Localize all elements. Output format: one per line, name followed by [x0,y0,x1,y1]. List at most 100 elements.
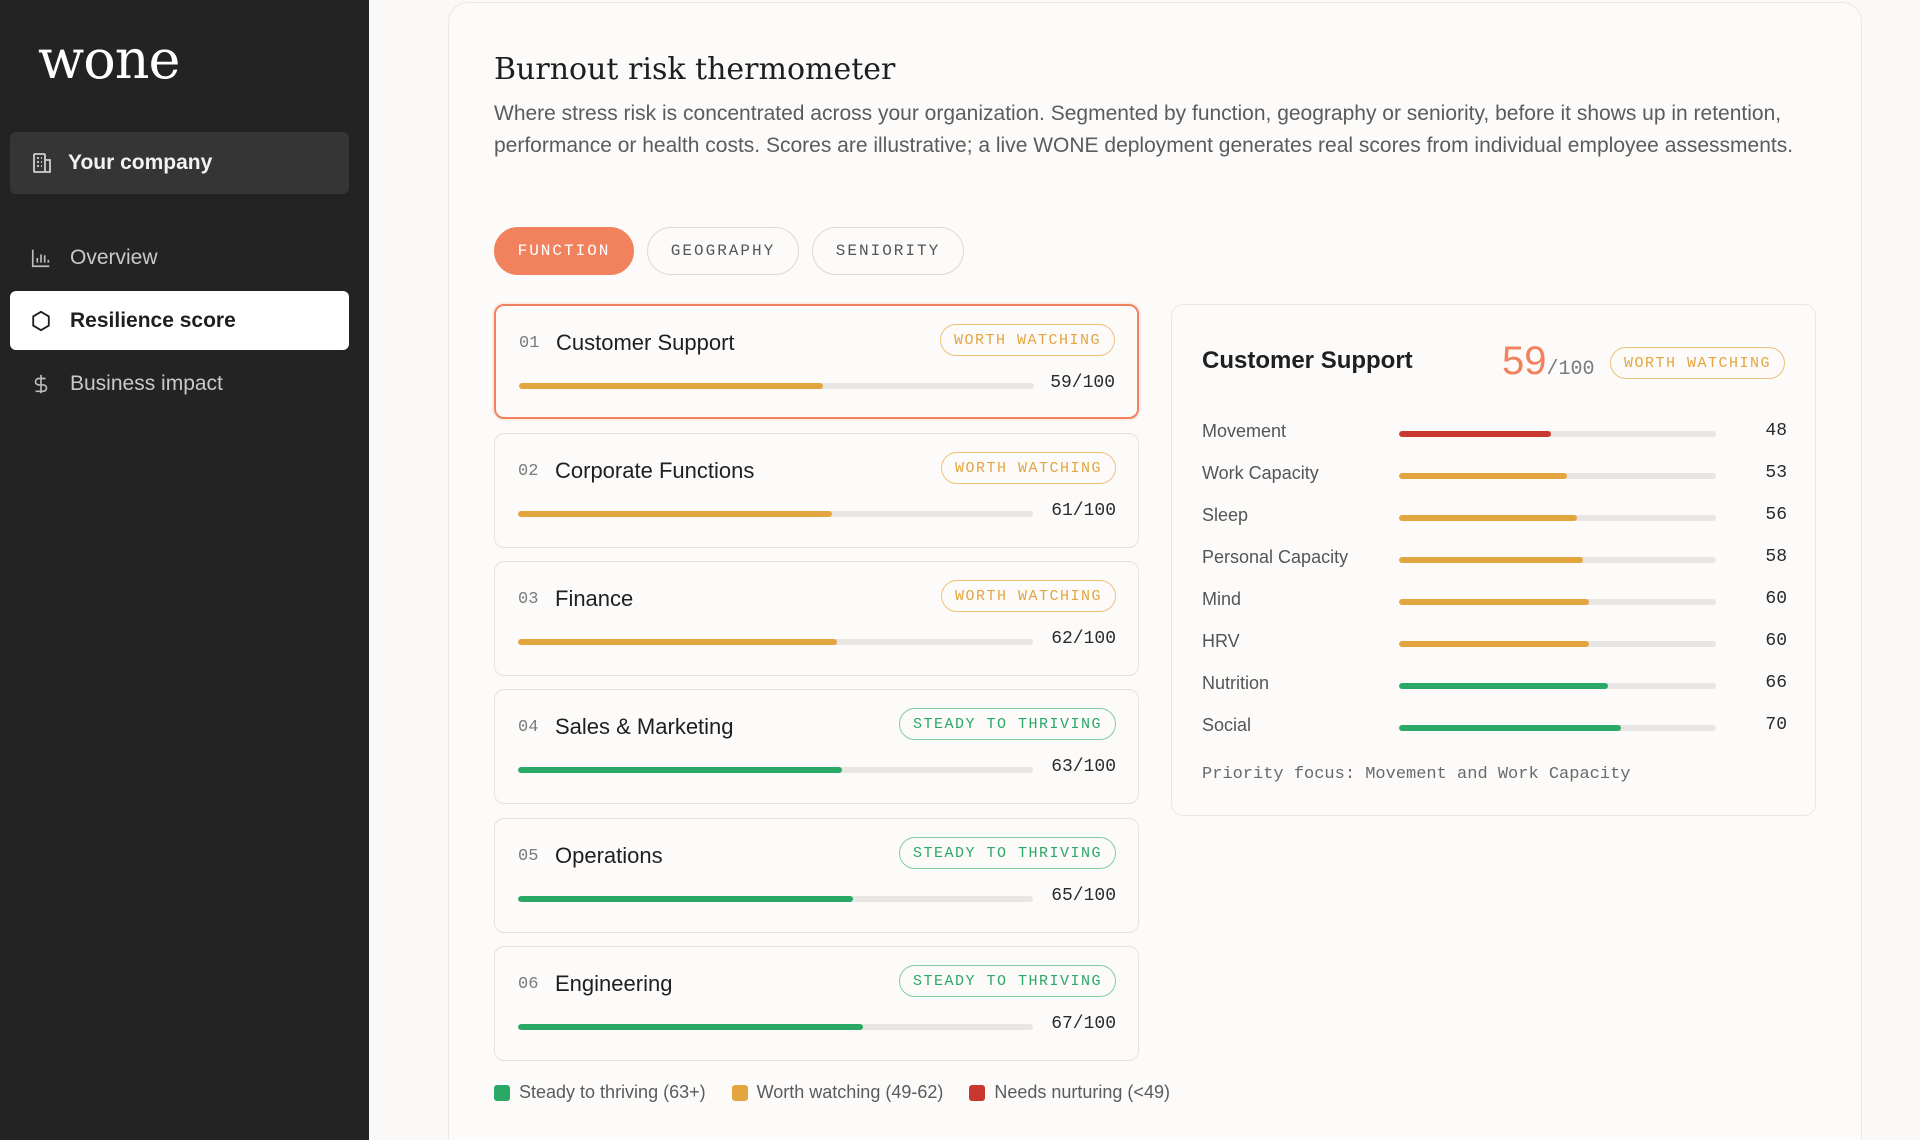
row-name: Customer Support [556,330,735,355]
legend-swatch [731,1084,748,1101]
function-row[interactable]: 06 Engineering STEADY TO THRIVING 67/100 [494,946,1139,1061]
metric-track [1399,725,1716,731]
metric-fill [1399,725,1621,731]
legend-label: Worth watching (49-62) [756,1082,944,1102]
metric-track [1399,599,1716,605]
metric-value: 48 [1765,421,1787,441]
row-number: 01 [519,334,540,353]
row-name: Operations [555,843,663,868]
metric-track [1399,473,1716,479]
score-track [518,511,1033,517]
metric-value: 70 [1765,715,1787,735]
priority-focus: Priority focus: Movement and Work Capaci… [1202,765,1631,784]
metric-value: 53 [1765,463,1787,483]
metric-track [1399,683,1716,689]
metric-track [1399,641,1716,647]
function-row[interactable]: 02 Corporate Functions WORTH WATCHING 61… [494,433,1139,548]
row-name: Corporate Functions [555,458,755,483]
row-score: 67/100 [1051,1014,1116,1034]
metric-row: Personal Capacity 58 [1202,545,1787,575]
legend-item-watching: Worth watching (49-62) [731,1082,944,1103]
row-number: 04 [518,718,539,737]
row-score: 61/100 [1051,501,1116,521]
function-row[interactable]: 01 Customer Support WORTH WATCHING 59/10… [494,304,1139,419]
metric-row: Movement 48 [1202,419,1787,449]
row-score: 63/100 [1051,757,1116,777]
metric-label: Work Capacity [1202,463,1319,483]
metric-value: 58 [1765,547,1787,567]
wone-logo[interactable]: wone [38,28,180,91]
tab-geography[interactable]: GEOGRAPHY [647,227,799,275]
score-fill [518,767,843,773]
legend-label: Steady to thriving (63+) [519,1082,706,1102]
metric-track [1399,557,1716,563]
score-track [519,383,1034,389]
row-number: 06 [518,975,539,994]
score-track [518,639,1033,645]
bar-chart-icon [31,249,50,267]
metric-fill [1399,473,1567,479]
metric-fill [1399,515,1577,521]
function-row[interactable]: 04 Sales & Marketing STEADY TO THRIVING … [494,689,1139,804]
nav-label: Business impact [70,371,223,395]
score-fill [518,639,838,645]
status-badge: WORTH WATCHING [940,580,1116,612]
company-selector[interactable]: Your company [10,132,349,194]
metric-fill [1399,599,1590,605]
building-icon [33,153,51,173]
status-badge: STEADY TO THRIVING [898,965,1116,997]
detail-score-value: 59 [1502,339,1547,383]
legend-item-steady: Steady to thriving (63+) [494,1082,706,1103]
row-score: 59/100 [1050,373,1115,393]
row-name: Engineering [555,971,673,996]
metric-label: Personal Capacity [1202,547,1349,567]
metric-row: Sleep 56 [1202,503,1787,533]
legend: Steady to thriving (63+) Worth watching … [494,1082,1196,1103]
score-track [518,767,1033,773]
hexagon-icon [32,310,50,331]
page-description: Where stress risk is concentrated across… [494,102,1794,157]
metric-label: Mind [1202,589,1242,609]
metric-value: 66 [1765,673,1787,693]
detail-score: 59/100 [1502,339,1595,384]
metric-value: 60 [1765,631,1787,651]
score-track [518,896,1033,902]
dollar-icon [34,374,48,393]
status-badge: WORTH WATCHING [940,452,1116,484]
legend-label: Needs nurturing (<49) [994,1082,1170,1102]
function-row[interactable]: 03 Finance WORTH WATCHING 62/100 [494,561,1139,676]
nav-label: Resilience score [70,308,236,332]
metric-fill [1399,431,1552,437]
metric-label: Sleep [1202,505,1249,525]
row-name: Sales & Marketing [555,714,734,739]
tab-seniority[interactable]: SENIORITY [812,227,964,275]
sidebar: wone Your company Overview Resilience sc… [0,0,369,1140]
metric-label: Movement [1202,421,1287,441]
function-row[interactable]: 05 Operations STEADY TO THRIVING 65/100 [494,818,1139,933]
metric-label: Nutrition [1202,673,1270,693]
score-fill [518,1024,864,1030]
legend-swatch [494,1084,510,1101]
legend-item-nurturing: Needs nurturing (<49) [969,1082,1170,1103]
tab-function[interactable]: FUNCTION [494,227,634,275]
nav-item-business-impact[interactable]: Business impact [10,354,349,413]
nav-item-resilience-score[interactable]: Resilience score [10,291,349,350]
metric-track [1399,515,1716,521]
metric-fill [1399,641,1590,647]
status-badge: WORTH WATCHING [939,324,1115,356]
metric-label: HRV [1202,631,1240,651]
nav-item-overview[interactable]: Overview [10,228,349,287]
row-number: 02 [518,462,539,481]
row-number: 05 [518,847,539,866]
detail-card: Customer Support 59/100 WORTH WATCHING M… [1171,304,1816,816]
nav-label: Overview [70,245,158,269]
metric-row: Social 70 [1202,713,1787,743]
row-name: Finance [555,586,634,611]
score-track [518,1024,1033,1030]
metric-row: Work Capacity 53 [1202,461,1787,491]
metric-label: Social [1202,715,1252,735]
metric-row: Mind 60 [1202,587,1787,617]
score-fill [518,511,833,517]
metric-track [1399,431,1716,437]
status-badge: WORTH WATCHING [1609,347,1785,379]
